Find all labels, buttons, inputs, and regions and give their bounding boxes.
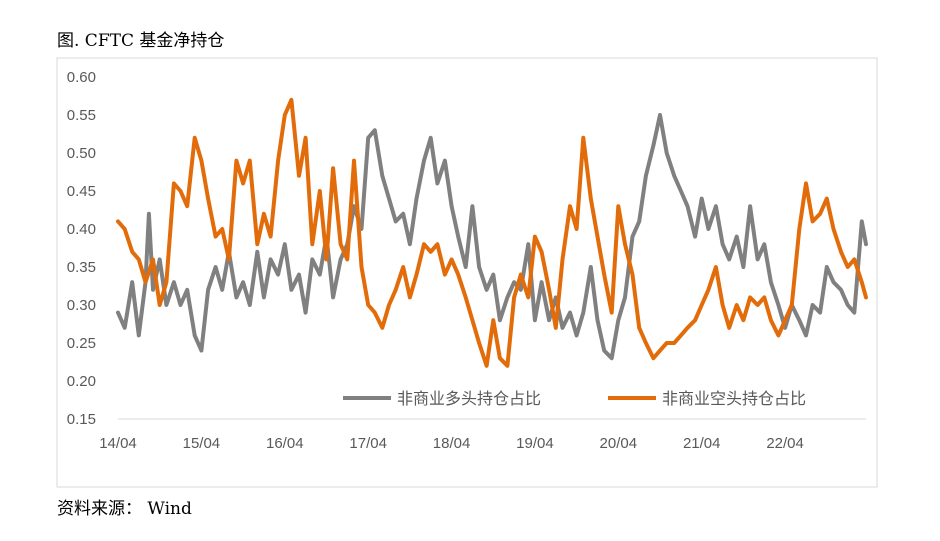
y-tick-label: 0.45 [67,183,96,200]
y-tick-label: 0.20 [67,373,96,390]
legend-label-1: 非商业多头持仓占比 [397,389,541,408]
x-tick-label: 16/04 [266,435,304,452]
y-tick-label: 0.50 [67,145,96,162]
x-axis-ticks: 14/04 15/04 16/04 17/04 18/04 19/04 20/04 21/04… [99,435,804,452]
series-line-2 [116,97,868,368]
x-tick-label: 22/04 [766,435,804,452]
series-lines [116,97,868,368]
series-line-1 [116,113,868,361]
y-tick-label: 0.30 [67,297,96,314]
y-tick-label: 0.55 [67,107,96,124]
y-tick-label: 0.60 [67,69,96,86]
legend: 非商业多头持仓占比 非商业空头持仓占比 [343,389,806,408]
y-tick-label: 0.35 [67,259,96,276]
y-tick-label: 0.15 [67,411,96,428]
x-tick-label: 21/04 [683,435,721,452]
chart-frame [56,57,878,488]
y-tick-label: 0.25 [67,335,96,352]
legend-label-2: 非商业空头持仓占比 [662,389,806,408]
y-tick-label: 0.40 [67,221,96,238]
x-tick-label: 19/04 [516,435,554,452]
x-tick-label: 17/04 [349,435,387,452]
source-note: 资料来源： Wind [57,499,192,519]
x-tick-label: 20/04 [600,435,638,452]
x-tick-label: 15/04 [183,435,221,452]
chart-title: 图. CFTC 基金净持仓 [57,31,225,51]
x-tick-label: 18/04 [433,435,471,452]
x-tick-label: 14/04 [99,435,137,452]
y-axis-ticks: 0.60 0.55 0.50 0.45 0.40 0.35 0.30 0.25 0.20 0.15 [67,69,96,428]
